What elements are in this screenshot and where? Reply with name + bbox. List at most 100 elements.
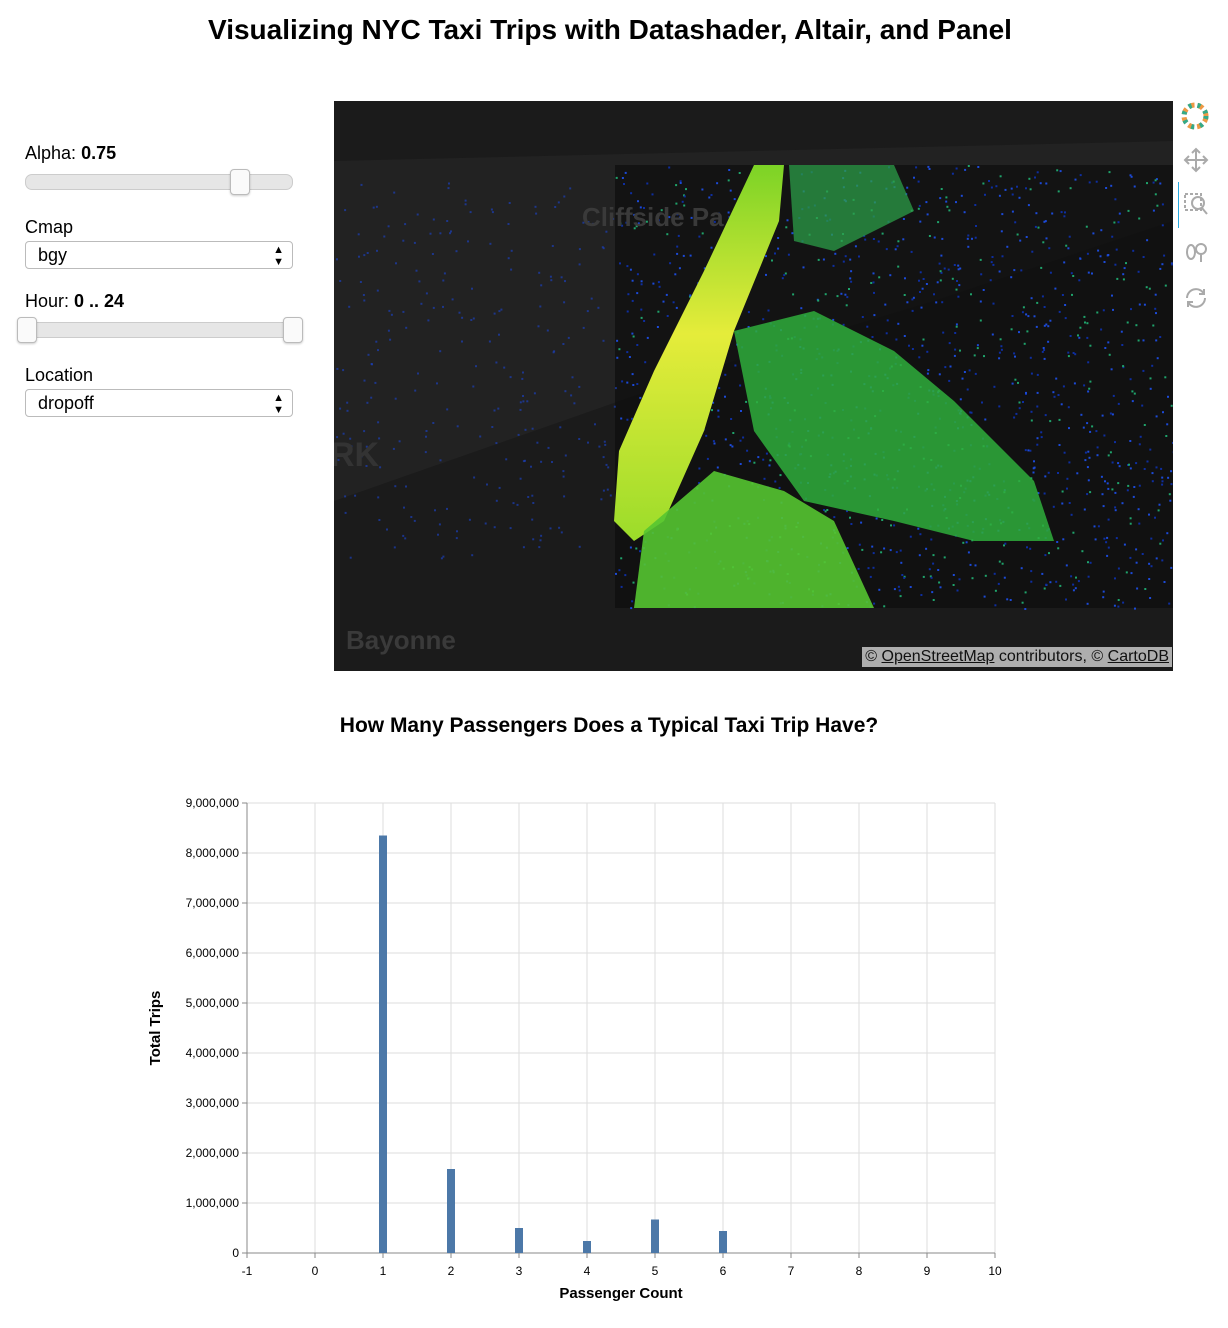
map-point xyxy=(994,604,997,607)
map-point xyxy=(357,233,360,236)
map-point xyxy=(578,545,581,548)
map-point xyxy=(1097,525,1100,528)
map-point xyxy=(1110,184,1113,187)
map-point xyxy=(866,325,869,328)
attribution-link[interactable]: CartoDB xyxy=(1107,648,1169,665)
map-point xyxy=(336,436,339,439)
map-point xyxy=(626,418,629,421)
map-point xyxy=(769,459,772,462)
map[interactable]: Cliffside Pa RK Bayonne xyxy=(334,101,1173,671)
map-point xyxy=(949,365,952,368)
map-point xyxy=(919,533,922,536)
map-point xyxy=(885,332,888,335)
map-point xyxy=(507,223,510,225)
map-point xyxy=(1111,294,1113,297)
map-point xyxy=(1114,509,1117,512)
map-point xyxy=(376,289,379,292)
map-point xyxy=(906,301,909,304)
map-point xyxy=(919,291,921,293)
map-point xyxy=(1144,588,1147,590)
map-point xyxy=(1043,324,1046,327)
map-point xyxy=(1036,373,1039,376)
map-point xyxy=(1018,401,1021,404)
map-point xyxy=(1078,336,1081,339)
map-point xyxy=(933,293,935,296)
map-point xyxy=(748,460,751,463)
attribution-link[interactable]: OpenStreetMap xyxy=(881,648,995,665)
map-point xyxy=(928,568,931,571)
slider-handle[interactable] xyxy=(283,317,303,343)
map-point xyxy=(903,335,906,337)
map-point xyxy=(1044,414,1047,417)
cmap-select[interactable]: bgy ▲ ▼ xyxy=(25,241,293,269)
map-point xyxy=(1126,321,1129,324)
map-point xyxy=(1103,261,1106,263)
map-point xyxy=(1061,294,1064,296)
map-point xyxy=(1162,411,1164,414)
map-point xyxy=(631,279,634,282)
map-point xyxy=(872,272,875,275)
map-point xyxy=(666,315,669,317)
map-point xyxy=(869,575,872,578)
map-point xyxy=(910,250,913,253)
map-point xyxy=(493,409,496,412)
map-point xyxy=(532,538,535,541)
map-point xyxy=(966,388,969,391)
map-point xyxy=(1138,522,1141,525)
reset-tool[interactable] xyxy=(1186,288,1206,308)
map-point xyxy=(1070,513,1073,516)
map-point xyxy=(677,234,680,237)
map-point xyxy=(747,326,750,328)
map-point xyxy=(969,563,972,566)
slider-handle[interactable] xyxy=(230,169,250,195)
map-point xyxy=(609,494,612,497)
map-point xyxy=(917,207,920,210)
map-point xyxy=(1021,601,1024,604)
map-point xyxy=(1152,324,1155,327)
map-point xyxy=(932,562,935,565)
map-point xyxy=(551,245,554,247)
map-point xyxy=(1014,221,1017,224)
map-point xyxy=(473,476,476,479)
map-point xyxy=(1001,255,1004,258)
map-point xyxy=(1013,269,1016,272)
map-point xyxy=(626,381,629,384)
map-point xyxy=(727,211,730,214)
map-point xyxy=(1089,430,1092,433)
map-point xyxy=(1084,321,1086,324)
map-point xyxy=(446,220,449,222)
map-point xyxy=(615,176,618,179)
bokeh-logo[interactable] xyxy=(1181,102,1209,130)
select-arrows: ▲ ▼ xyxy=(273,392,284,416)
map-point xyxy=(620,417,623,420)
map-point xyxy=(1086,466,1089,469)
map-point xyxy=(1030,410,1033,413)
map-point xyxy=(538,546,541,549)
map-point xyxy=(1159,267,1162,270)
map-point xyxy=(378,519,381,521)
wheel-zoom-tool[interactable] xyxy=(1186,243,1207,262)
map-point xyxy=(1068,427,1070,430)
map-point xyxy=(425,430,428,432)
map-point xyxy=(792,293,795,296)
map-point xyxy=(728,216,731,219)
pan-tool[interactable] xyxy=(1183,147,1209,173)
map-point xyxy=(1166,423,1169,426)
map-point xyxy=(643,207,645,209)
map-point xyxy=(1089,491,1092,494)
location-select[interactable]: dropoff ▲ ▼ xyxy=(25,389,293,417)
map-point xyxy=(1043,220,1046,223)
map-point xyxy=(620,585,623,588)
map-point xyxy=(1048,247,1051,250)
box-zoom-tool[interactable] xyxy=(1184,193,1208,215)
map-point xyxy=(771,259,773,262)
slider-handle[interactable] xyxy=(17,317,37,343)
map-point xyxy=(644,361,647,364)
alpha-slider[interactable] xyxy=(25,169,293,195)
map-point xyxy=(728,169,731,171)
map-point xyxy=(1057,547,1060,550)
map-point xyxy=(995,185,998,188)
map-point xyxy=(360,183,363,186)
hour-slider[interactable] xyxy=(17,317,303,343)
map-point xyxy=(1104,347,1107,349)
